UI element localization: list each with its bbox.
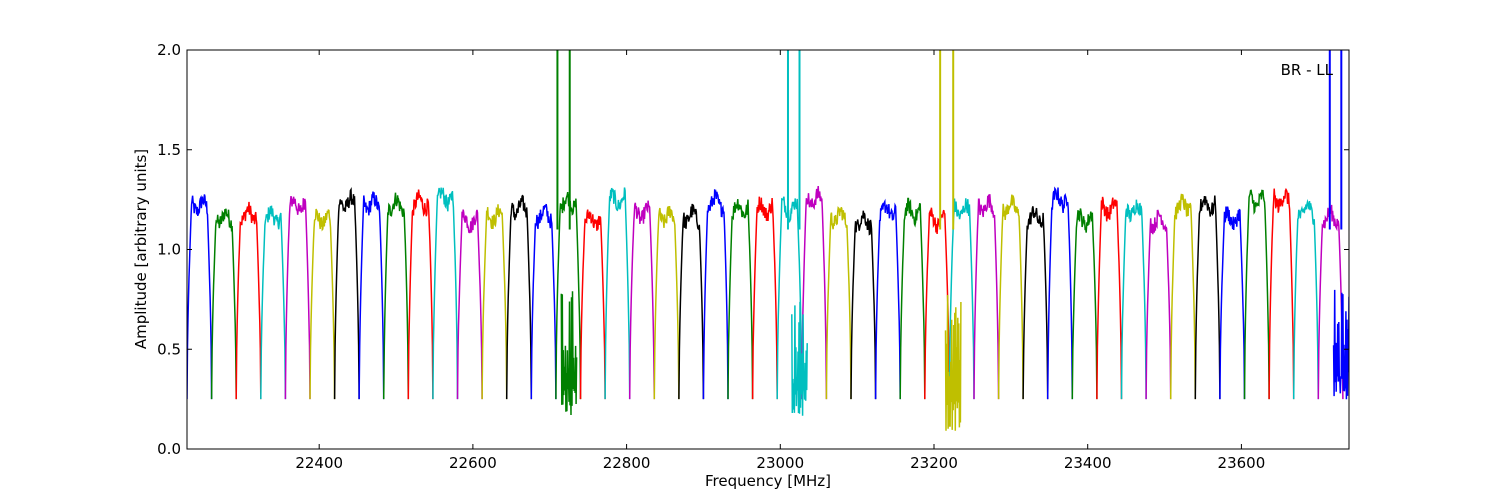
channel-series-line [628, 200, 656, 400]
channel-series-line [407, 189, 434, 400]
channel-series-line [284, 195, 311, 400]
channel-series-line [358, 191, 385, 400]
channel-series-line [1096, 196, 1123, 400]
channel-series-line [653, 206, 680, 400]
channel-series-line [702, 189, 729, 400]
channel-series-line [579, 209, 606, 400]
channel-series-line [604, 187, 631, 400]
channel-series-line [776, 196, 803, 400]
channel-series-line [751, 196, 778, 400]
x-tick-label: 23400 [1064, 454, 1112, 472]
y-tick-label: 0.5 [157, 340, 181, 358]
x-tick-label: 22600 [449, 454, 497, 472]
channel-series-line [899, 197, 926, 400]
channel-series-line [727, 199, 754, 400]
channel-series-line [260, 205, 287, 400]
channel-series-line [1292, 198, 1320, 400]
channel-series-line [309, 208, 336, 400]
channel-series-line [1046, 186, 1074, 400]
rfi-dip-line [560, 291, 578, 416]
channel-series-line [1169, 193, 1197, 400]
channel-series-line [1120, 199, 1147, 400]
channel-series-line [973, 194, 1000, 400]
channel-series-line [1022, 206, 1049, 400]
channel-series-line [850, 210, 877, 400]
channel-series-line [432, 187, 459, 400]
annotation-label: BR - LL [1281, 61, 1334, 79]
rfi-dip-line [944, 294, 962, 431]
channel-series-line [555, 191, 582, 400]
y-axis-label: Amplitude [arbitrary units] [132, 149, 150, 349]
channel-series-line [210, 208, 237, 400]
x-axis-label: Frequency [MHz] [705, 472, 831, 490]
x-tick-label: 22800 [603, 454, 651, 472]
ticks-layer: 22400 22600 22800 23000 23200 23400 23600 0.0 0.… [157, 41, 1349, 472]
channel-series-line [825, 206, 852, 400]
channel-series-line [874, 198, 901, 400]
channel-series-line [1268, 187, 1295, 400]
x-tick-label: 22400 [295, 454, 343, 472]
x-tick-label: 23600 [1218, 454, 1266, 472]
channel-series-line [481, 204, 508, 400]
channel-series-line [382, 192, 410, 400]
channel-series-line [530, 203, 557, 400]
channel-series-line [1243, 189, 1270, 400]
y-tick-label: 2.0 [157, 41, 181, 59]
series-layer [187, 50, 1349, 431]
channel-series-line [997, 194, 1024, 400]
x-tick-label: 23000 [756, 454, 804, 472]
channel-series-line [456, 209, 483, 400]
channel-series-line [924, 207, 951, 400]
channel-series-line [678, 203, 705, 400]
rfi-dip-line [791, 301, 808, 416]
channel-series-line [1145, 209, 1172, 400]
channel-series-line [333, 187, 360, 400]
x-tick-label: 23200 [910, 454, 958, 472]
y-tick-label: 1.5 [157, 141, 181, 159]
channel-series-line [1194, 195, 1221, 400]
channel-series-line [801, 186, 828, 400]
y-tick-label: 1.0 [157, 241, 181, 259]
channel-series-line [1071, 208, 1098, 400]
channel-series-line [187, 194, 213, 400]
y-tick-label: 0.0 [157, 440, 181, 458]
rfi-dip-line [1332, 289, 1349, 400]
channel-series-line [235, 201, 262, 400]
channel-series-line [1219, 206, 1246, 400]
channel-series-line [505, 194, 533, 400]
